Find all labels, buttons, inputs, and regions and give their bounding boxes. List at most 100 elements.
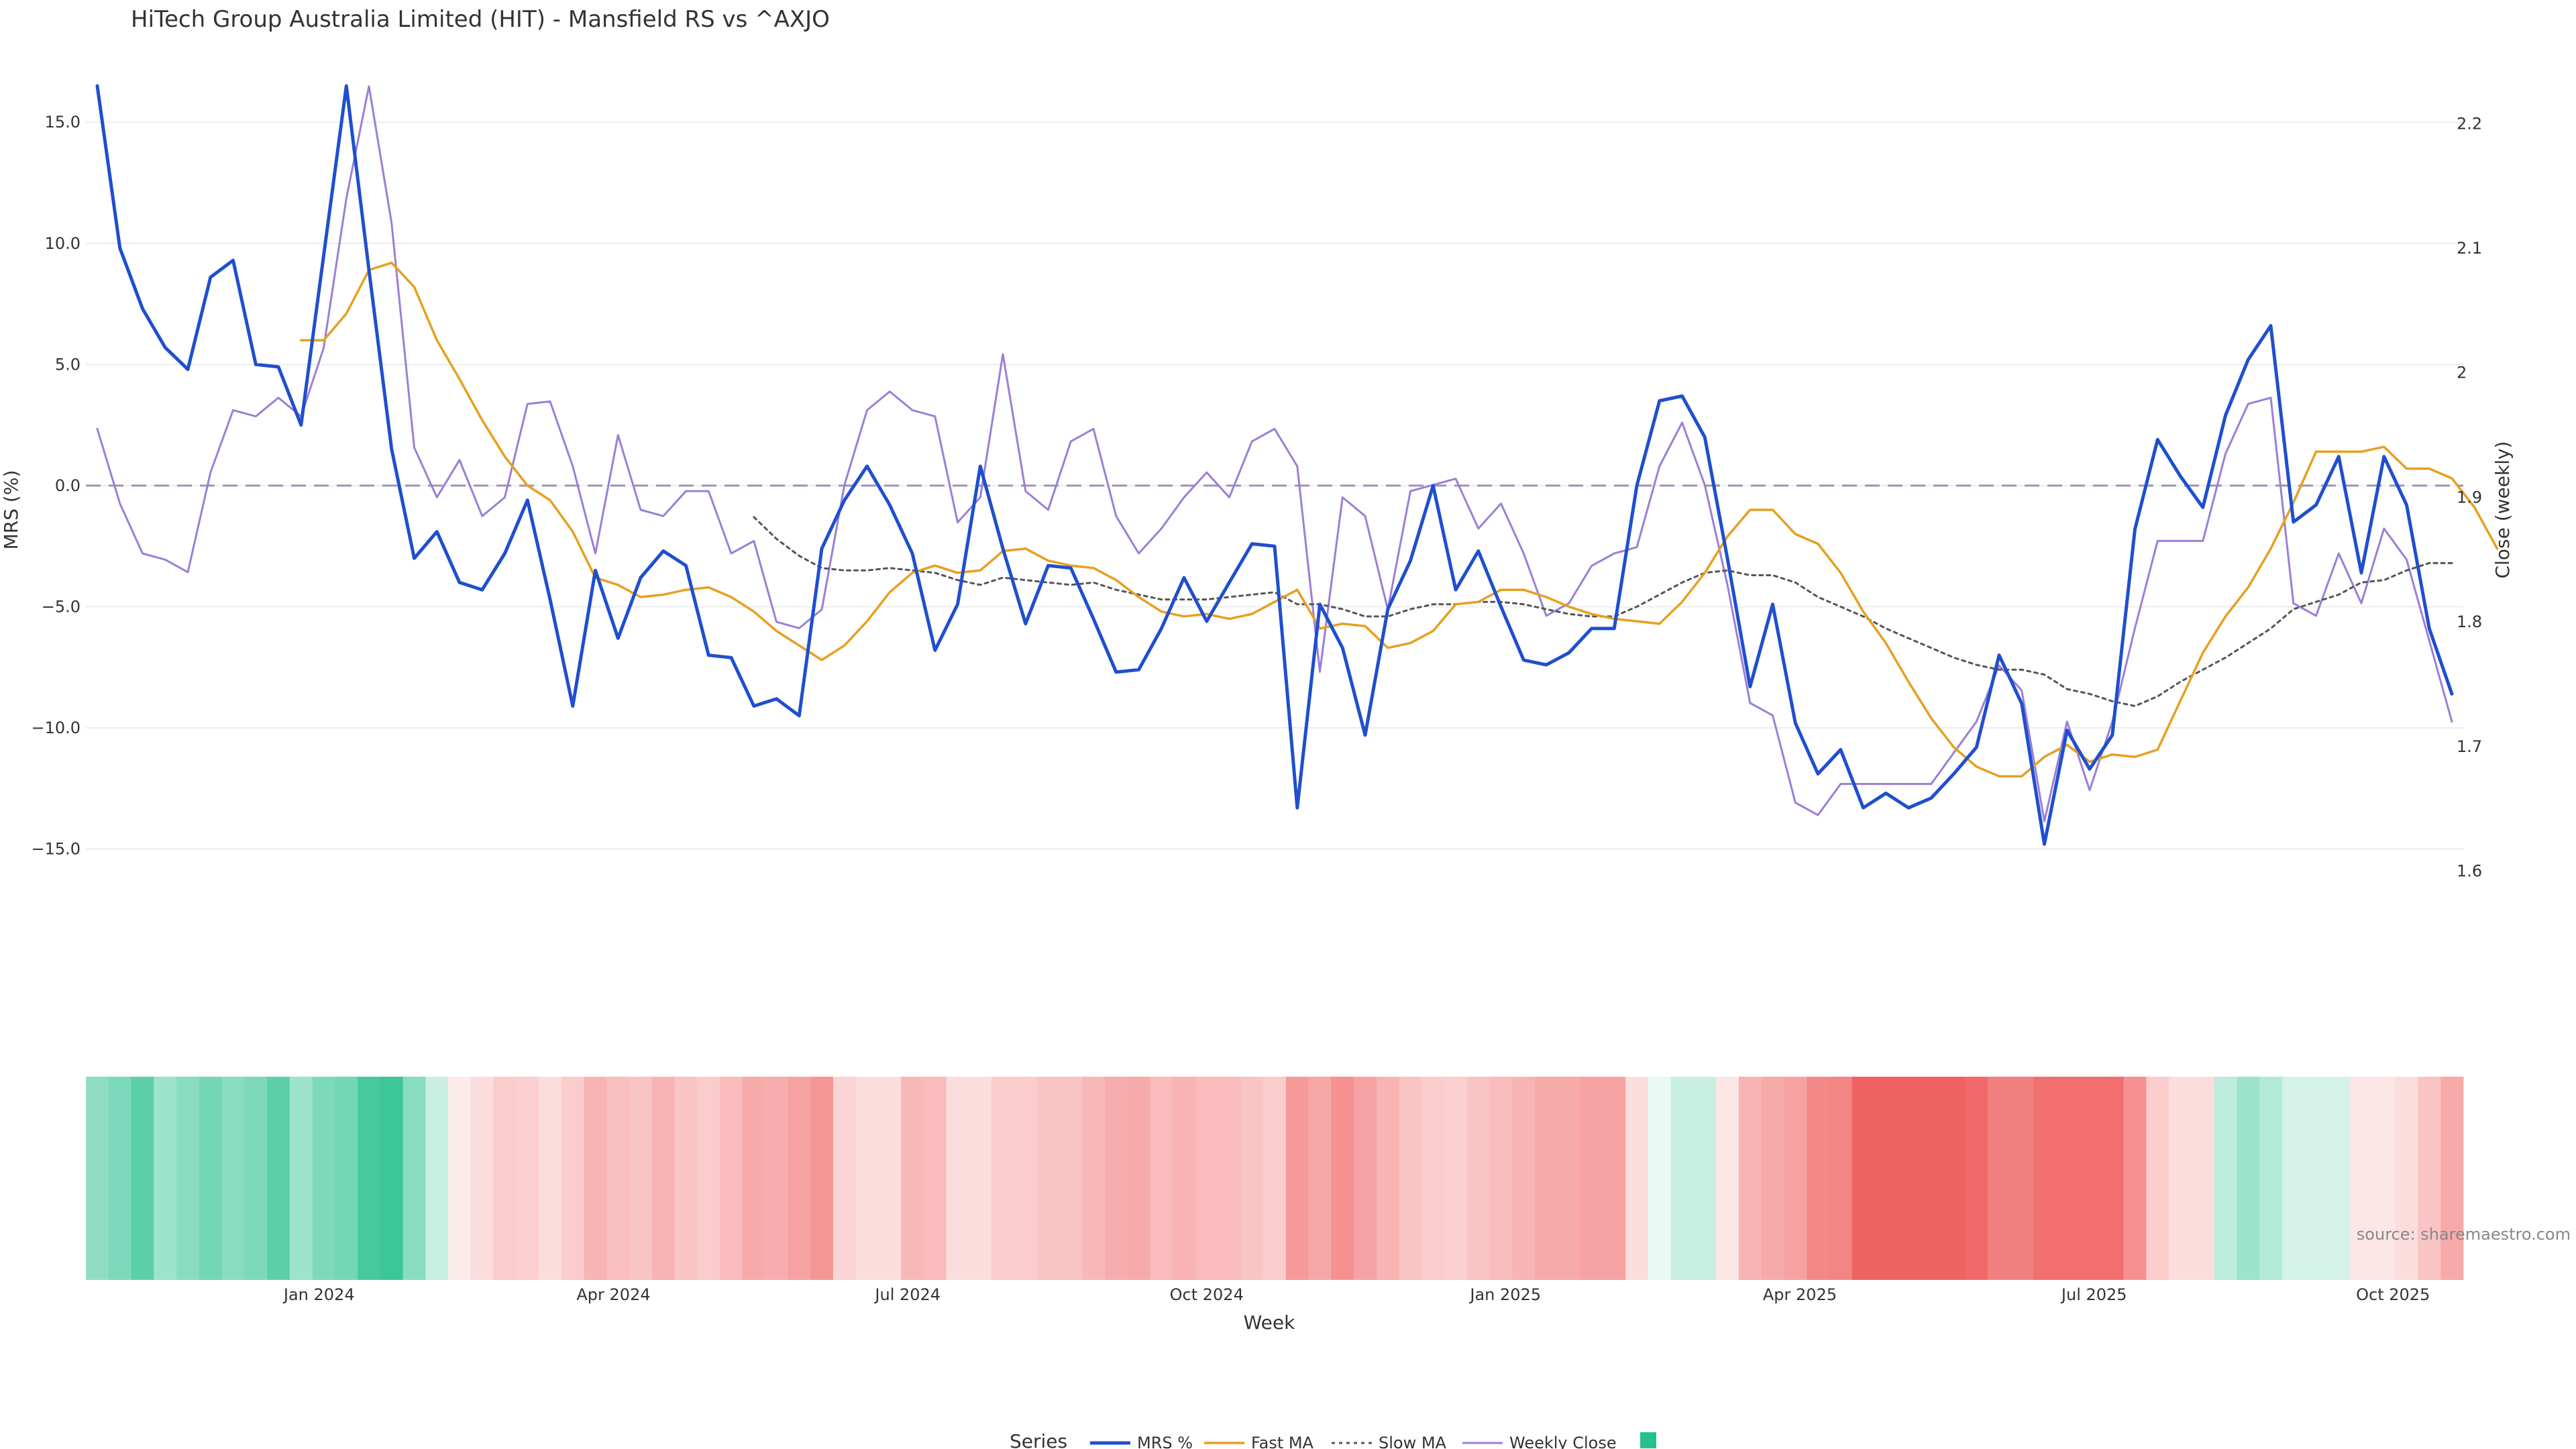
source-annotation: source: sharemaestro.com [2357, 1225, 2571, 1244]
y-axis-right-label: Close (weekly) [2491, 441, 2514, 579]
heatmap-cell [1489, 1077, 1513, 1280]
heatmap-cell [651, 1077, 676, 1280]
y-right-tick-label: 1.8 [2457, 612, 2482, 631]
y-left-tick-label: −10.0 [31, 718, 80, 737]
legend-title: Series [1010, 1430, 1067, 1449]
heatmap-cell [1308, 1077, 1332, 1280]
y-left-tick-label: −15.0 [31, 840, 80, 859]
x-tick-label: Apr 2024 [576, 1285, 650, 1304]
heatmap-cell [1851, 1077, 1875, 1280]
heatmap-cell [1648, 1077, 1672, 1280]
y-left-tick-label: 0.0 [55, 476, 80, 495]
heatmap-cell [1285, 1077, 1309, 1280]
heatmap-cell [697, 1077, 720, 1280]
heatmap-cell [1988, 1077, 2011, 1280]
heatmap-cell [2304, 1077, 2328, 1280]
heatmap-cell [810, 1077, 834, 1280]
x-tick-label: Jan 2025 [1468, 1285, 1541, 1304]
heatmap-cell [788, 1077, 811, 1280]
heatmap-cell [674, 1077, 698, 1280]
heatmap-cell [1738, 1077, 1762, 1280]
heatmap-cell [855, 1077, 879, 1280]
heatmap-cell [2395, 1077, 2418, 1280]
heatmap-cell [221, 1077, 245, 1280]
heatmap-cell [2327, 1077, 2351, 1280]
heatmap-cell [606, 1077, 630, 1280]
heatmap-cell [289, 1077, 313, 1280]
heatmap-cell [1919, 1077, 1943, 1280]
heatmap-cell [1693, 1077, 1717, 1280]
heatmap-cell [1670, 1077, 1694, 1280]
y-right-tick-label: 1.6 [2457, 862, 2482, 881]
heatmap-cell [1580, 1077, 1603, 1280]
heatmap-cell [267, 1077, 290, 1280]
heatmap-strip [86, 1077, 2464, 1280]
heatmap-cell [1104, 1077, 1128, 1280]
x-tick-label: Oct 2024 [1170, 1285, 1244, 1304]
legend-item-label: Slow MA [1379, 1434, 1447, 1449]
heatmap-cell [991, 1077, 1015, 1280]
heatmap-cell [1784, 1077, 1807, 1280]
heatmap-cell [1421, 1077, 1445, 1280]
y-right-tick-label: 2 [2457, 364, 2467, 382]
heatmap-cell [1354, 1077, 1377, 1280]
heatmap-cell [1874, 1077, 1898, 1280]
heatmap-cell [2282, 1077, 2306, 1280]
heatmap-cell [2033, 1077, 2056, 1280]
heatmap-cell [1127, 1077, 1150, 1280]
heatmap-cell [1716, 1077, 1739, 1280]
heatmap-cell [516, 1077, 539, 1280]
heatmap-cell [312, 1077, 335, 1280]
legend-item-label: Weekly Close [1509, 1434, 1617, 1449]
heatmap-cell [1263, 1077, 1287, 1280]
heatmap-cell [1376, 1077, 1400, 1280]
series-line-mrs [95, 84, 2454, 846]
heatmap-cell [833, 1077, 857, 1280]
heatmap-cell [2350, 1077, 2373, 1280]
heatmap-cell [1059, 1077, 1083, 1280]
legend-item-label: Fast MA [1251, 1434, 1314, 1449]
y-right-tick-label: 1.9 [2457, 488, 2482, 506]
legend-item-label: MRS % [1137, 1434, 1193, 1449]
legend[interactable]: Series MRS % Fast MA Slow MA Weekly Close [1010, 1430, 1656, 1449]
heatmap-cell [493, 1077, 517, 1280]
y-right-tick-label: 2.2 [2457, 114, 2482, 133]
heatmap-cell [2214, 1077, 2237, 1280]
heatmap-cell [742, 1077, 766, 1280]
heatmap-cell [1807, 1077, 1830, 1280]
heatmap-cell [901, 1077, 924, 1280]
heatmap-cell [1897, 1077, 1921, 1280]
heatmap-cell [2123, 1077, 2147, 1280]
axis-ticks: 15.0 10.0 5.0 0.0 −5.0 −10.0 −15.0 2.2 2.1 2 1.9 1.… [31, 113, 2482, 1304]
heatmap-cell [108, 1077, 132, 1280]
heatmap-cell [1942, 1077, 1966, 1280]
heatmap-cell [1218, 1077, 1241, 1280]
heatmap-cell [1150, 1077, 1173, 1280]
heatmap-cell [402, 1077, 426, 1280]
heatmap-cell [448, 1077, 472, 1280]
heatmap-cell [1535, 1077, 1558, 1280]
heatmap-cell [946, 1077, 969, 1280]
series-line-weekly-close [96, 85, 2453, 822]
heatmap-cell [335, 1077, 358, 1280]
heatmap-cell [629, 1077, 653, 1280]
heatmap-cell [1557, 1077, 1581, 1280]
heatmap-cell [923, 1077, 947, 1280]
heatmap-cell [1466, 1077, 1491, 1280]
heatmap-cell [199, 1077, 223, 1280]
heatmap-cell [358, 1077, 381, 1280]
x-axis-label: Week [1244, 1311, 1295, 1334]
heatmap-cell [2418, 1077, 2441, 1280]
heatmap-cell [1036, 1077, 1060, 1280]
heatmap-cell [2372, 1077, 2396, 1280]
grid-lines [86, 121, 2463, 850]
heatmap-cell [1829, 1077, 1853, 1280]
heatmap-cell [1014, 1077, 1038, 1280]
x-tick-label: Jul 2024 [873, 1285, 941, 1304]
y-left-tick-label: 10.0 [45, 234, 80, 253]
heatmap-cell [244, 1077, 268, 1280]
heatmap-cell [154, 1077, 177, 1280]
heatmap-cell [86, 1077, 109, 1280]
x-tick-label: Apr 2025 [1763, 1285, 1837, 1304]
